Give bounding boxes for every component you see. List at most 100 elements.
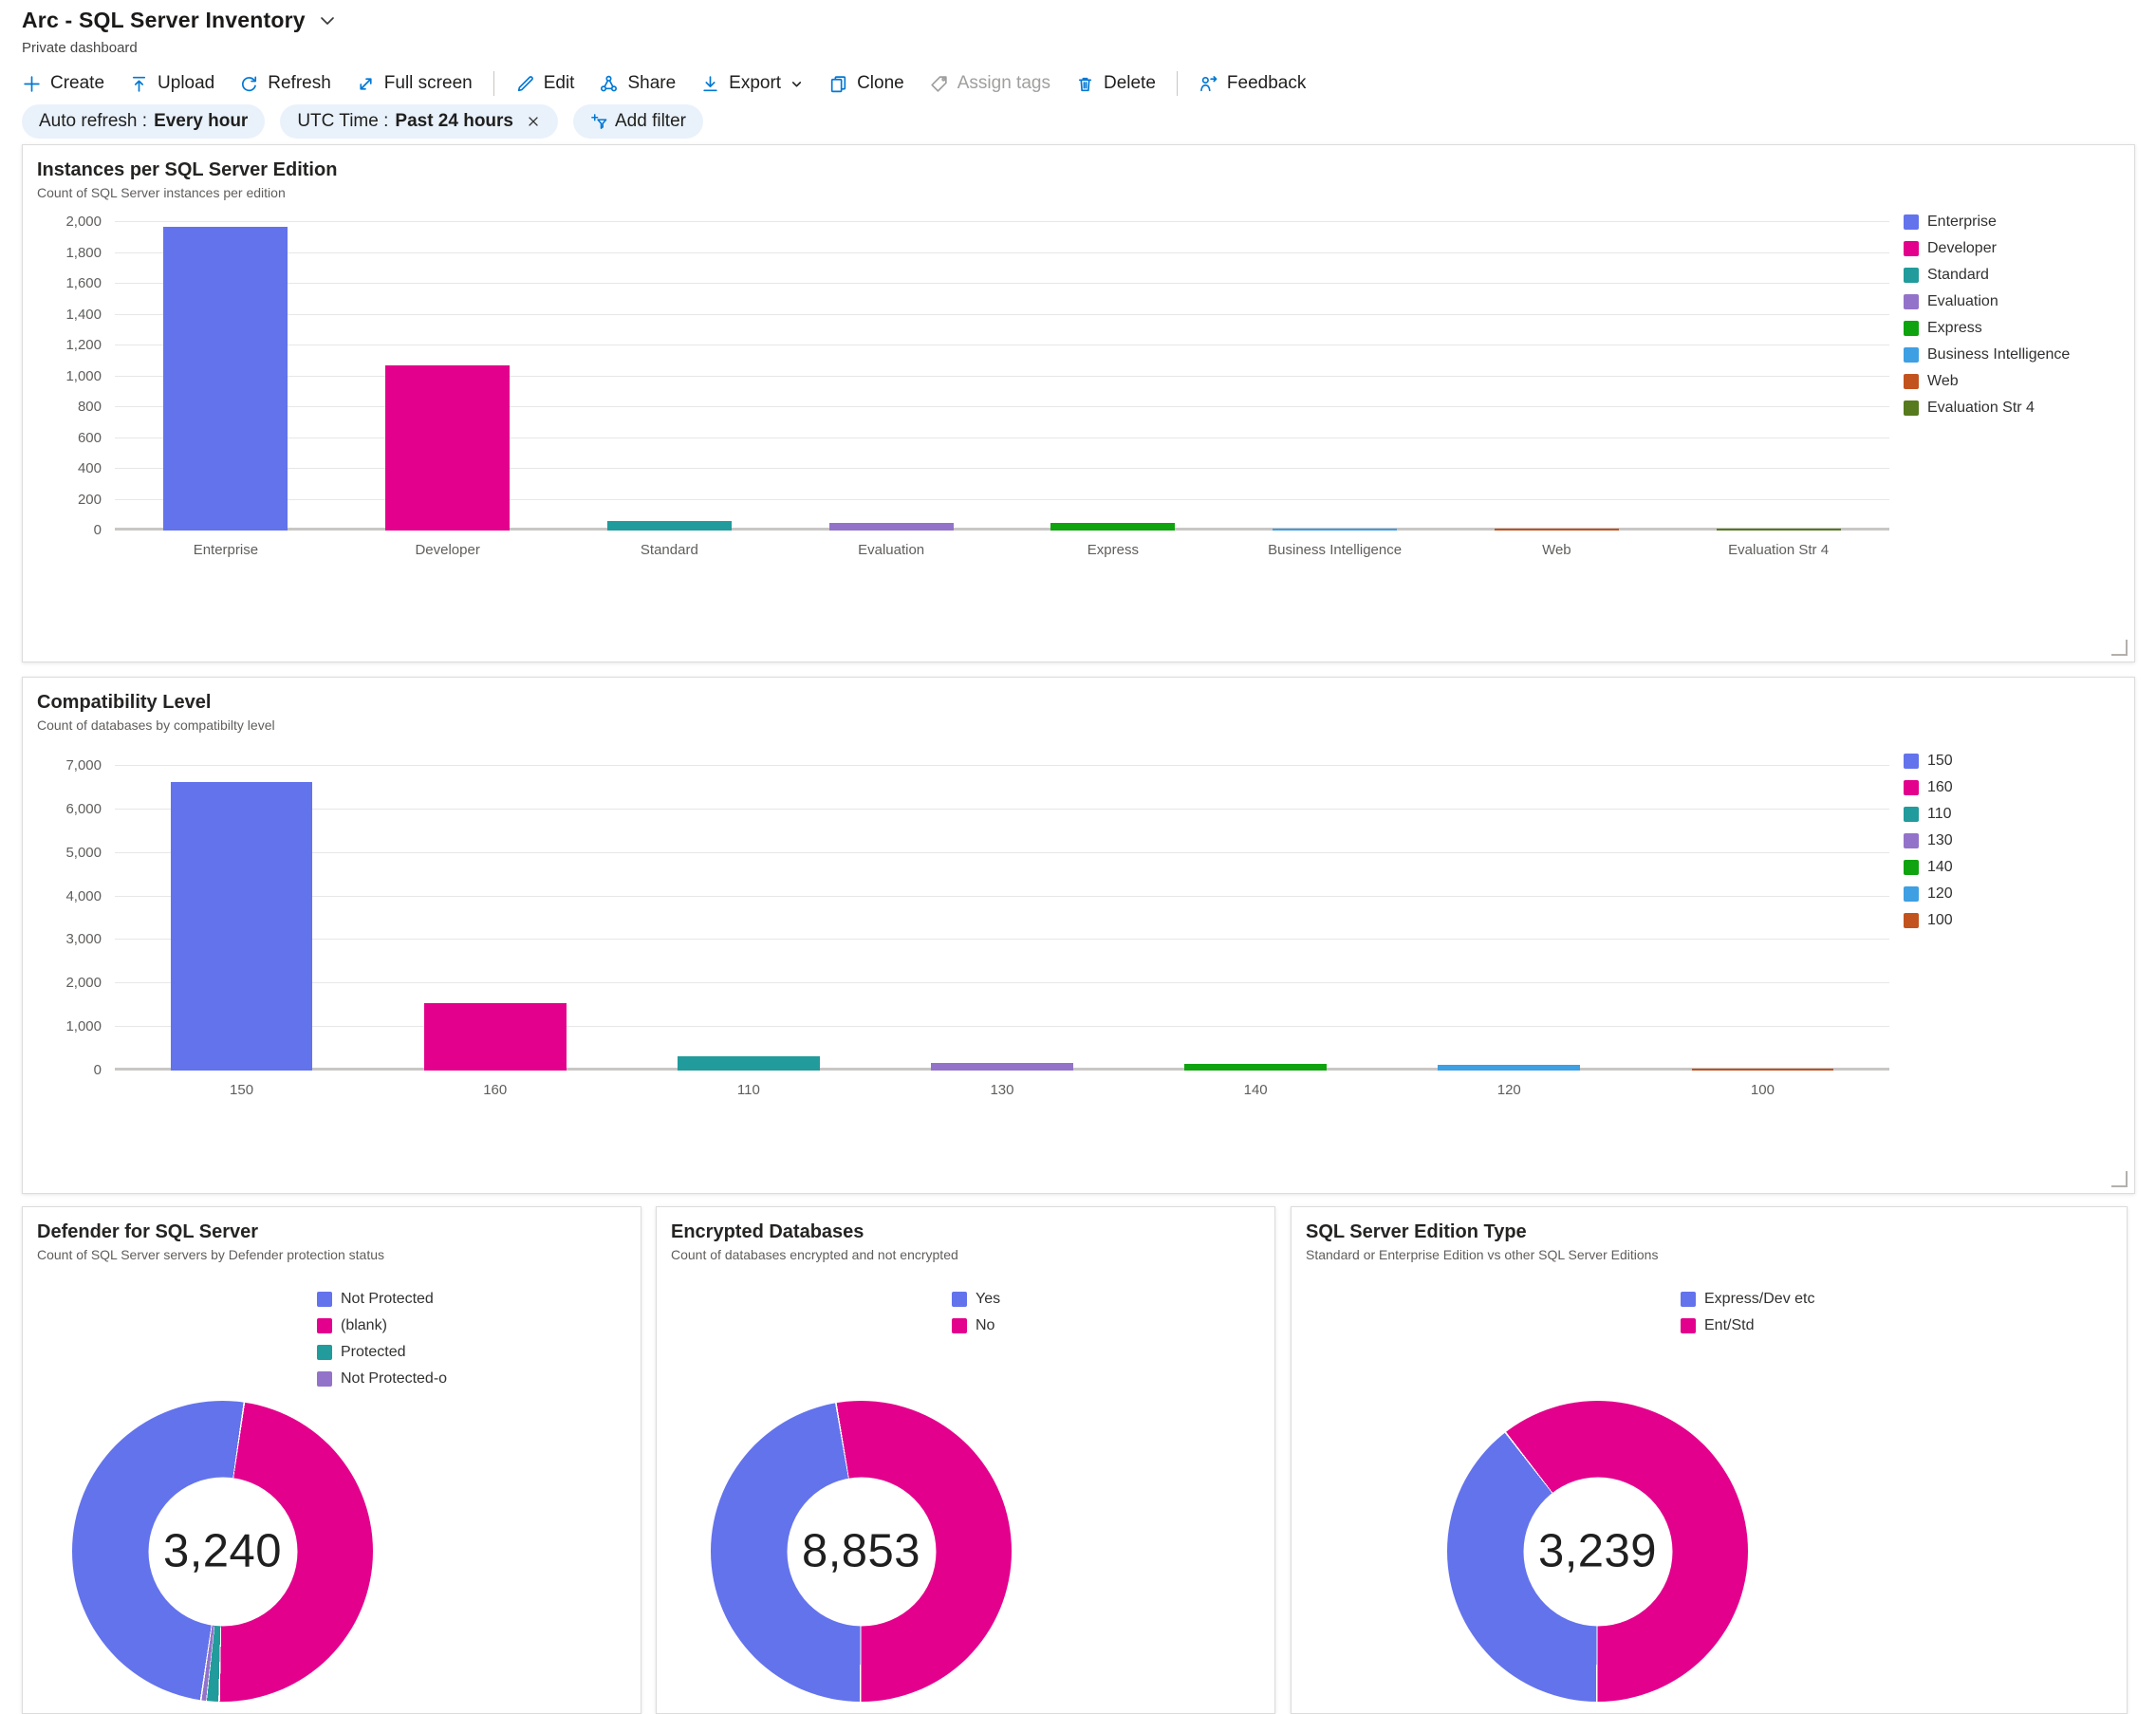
bar-160[interactable] (423, 1003, 567, 1071)
add-filter-button[interactable]: Add filter (573, 104, 703, 139)
y-axis-tick-label: 1,800 (65, 244, 102, 261)
chart-title: Instances per SQL Server Edition (37, 159, 338, 180)
legend-item[interactable]: Developer (1904, 240, 2070, 257)
create-button[interactable]: Create (9, 73, 117, 94)
legend-item[interactable]: Express (1904, 320, 2070, 337)
legend-item[interactable]: Ent/Std (1681, 1317, 1814, 1334)
clone-button[interactable]: Clone (816, 73, 917, 94)
delete-button[interactable]: Delete (1063, 73, 1168, 94)
utc-time-filter-pill[interactable]: UTC Time : Past 24 hours (280, 104, 558, 139)
legend-swatch-icon (1904, 374, 1919, 389)
donut-hole: 3,240 (148, 1477, 297, 1626)
gridline (115, 528, 1889, 531)
gridline (115, 468, 1889, 469)
legend-label: Developer (1927, 240, 1997, 256)
export-button[interactable]: Export (688, 73, 816, 94)
gridline (115, 283, 1889, 284)
fullscreen-button[interactable]: Full screen (344, 73, 485, 94)
tile-resize-handle[interactable] (2111, 1171, 2128, 1187)
legend-label: Evaluation Str 4 (1927, 400, 2035, 416)
bar-120[interactable] (1438, 1065, 1581, 1071)
donut-hole: 8,853 (787, 1477, 936, 1626)
legend-item[interactable]: 120 (1904, 885, 1953, 903)
gridline (115, 982, 1889, 984)
bar-evaluation[interactable] (828, 522, 954, 531)
legend-label: Enterprise (1927, 214, 1997, 230)
donut-chart[interactable]: 3,239 (1447, 1401, 1748, 1702)
donut-chart[interactable]: 3,240 (72, 1401, 373, 1702)
bar-express[interactable] (1050, 523, 1176, 531)
share-label: Share (627, 73, 677, 93)
legend-item[interactable]: 100 (1904, 912, 1953, 929)
legend-item[interactable]: 110 (1904, 806, 1953, 823)
donut-total: 3,240 (162, 1525, 283, 1577)
legend-item[interactable]: Yes (952, 1291, 1000, 1308)
legend-item[interactable]: 140 (1904, 859, 1953, 876)
gridline (115, 1026, 1889, 1028)
legend-label: Evaluation (1927, 293, 1998, 309)
legend-item[interactable]: 130 (1904, 832, 1953, 849)
legend-item[interactable]: Business Intelligence (1904, 346, 2070, 363)
bar-business-intelligence[interactable] (1273, 529, 1398, 531)
x-axis-category-label: 160 (483, 1082, 508, 1098)
gridline (115, 939, 1889, 941)
donut-total: 8,853 (801, 1525, 921, 1577)
legend-swatch-icon (1904, 886, 1919, 902)
bar-web[interactable] (1494, 529, 1619, 531)
y-axis-tick-label: 600 (77, 429, 102, 446)
bar-140[interactable] (1184, 1064, 1327, 1071)
bar-chart-plot: 0 200 400 600 800 1,000 1,200 1,400 1,600 1,800 2,… (65, 208, 1889, 558)
donut-total: 3,239 (1537, 1525, 1658, 1577)
share-button[interactable]: Share (586, 73, 688, 94)
refresh-button[interactable]: Refresh (227, 73, 344, 94)
legend-item[interactable]: 150 (1904, 753, 1953, 770)
bar-100[interactable] (1691, 1069, 1834, 1071)
legend-item[interactable]: Enterprise (1904, 214, 2070, 231)
donut-chart[interactable]: 8,853 (711, 1401, 1012, 1702)
edit-button[interactable]: Edit (503, 73, 587, 94)
export-label: Export (729, 73, 782, 93)
bar-evaluation-str-4[interactable] (1716, 529, 1841, 531)
close-icon[interactable] (526, 114, 541, 129)
legend-item[interactable]: Not Protected (317, 1291, 447, 1308)
bar-standard[interactable] (606, 521, 732, 531)
share-icon (601, 75, 618, 91)
bar-130[interactable] (931, 1062, 1073, 1071)
x-axis-category-label: 140 (1243, 1082, 1268, 1098)
legend-label: Protected (341, 1344, 406, 1360)
chart-subtitle: Count of SQL Server instances per editio… (37, 185, 286, 200)
legend-label: 110 (1927, 806, 1952, 822)
edit-label: Edit (543, 73, 575, 93)
upload-icon (132, 76, 146, 92)
tile-resize-handle[interactable] (2111, 640, 2128, 656)
bar-150[interactable] (170, 781, 313, 1071)
legend-item[interactable]: No (952, 1317, 1000, 1334)
legend-item[interactable]: 160 (1904, 779, 1953, 796)
legend-label: 150 (1927, 753, 1953, 769)
legend-label: 160 (1927, 779, 1953, 795)
bar-developer[interactable] (385, 365, 511, 531)
chart-legend: Yes No (952, 1291, 1000, 1334)
upload-button[interactable]: Upload (117, 73, 227, 94)
command-bar: Create Upload Refresh Full screen Edit S… (9, 65, 1318, 102)
legend-item[interactable]: Web (1904, 373, 2070, 390)
legend-item[interactable]: Standard (1904, 267, 2070, 284)
bar-110[interactable] (678, 1055, 820, 1071)
donut-hole: 3,239 (1523, 1477, 1672, 1626)
bar-enterprise[interactable] (163, 226, 288, 531)
plus-icon (24, 75, 40, 92)
legend-item[interactable]: Express/Dev etc (1681, 1291, 1814, 1308)
legend-item[interactable]: Not Protected-o (317, 1370, 447, 1388)
auto-refresh-filter-pill[interactable]: Auto refresh : Every hour (22, 104, 266, 139)
legend-item[interactable]: Evaluation (1904, 293, 2070, 310)
chevron-down-icon[interactable] (317, 10, 338, 31)
legend-item[interactable]: Evaluation Str 4 (1904, 400, 2070, 417)
legend-item[interactable]: (blank) (317, 1317, 447, 1334)
legend-swatch-icon (1904, 913, 1919, 928)
legend-label: Express/Dev etc (1704, 1291, 1815, 1307)
gridline (115, 765, 1889, 766)
x-axis-category-label: 110 (736, 1082, 760, 1098)
legend-item[interactable]: Protected (317, 1344, 447, 1361)
chart-title: Defender for SQL Server (37, 1221, 259, 1242)
feedback-button[interactable]: Feedback (1186, 73, 1318, 94)
